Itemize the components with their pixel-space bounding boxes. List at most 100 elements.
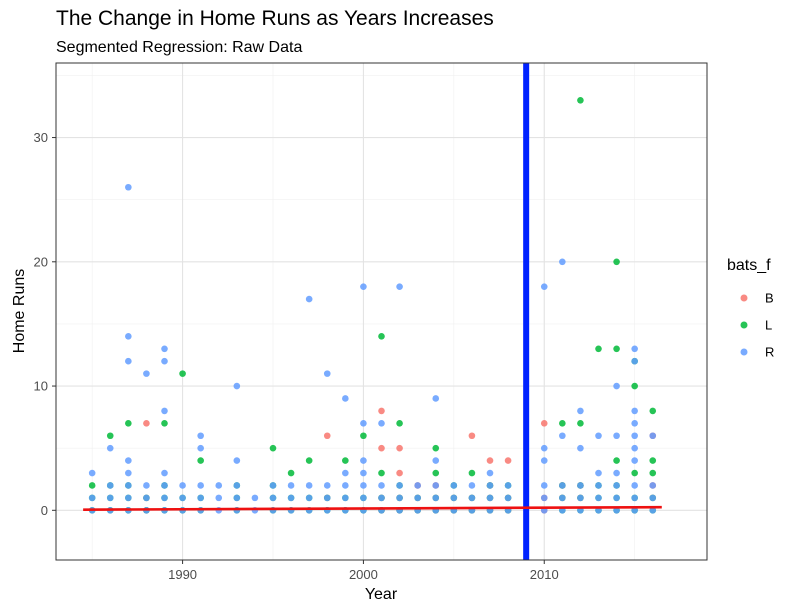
data-point (360, 494, 367, 502)
data-point (540, 457, 548, 464)
data-point (504, 457, 512, 464)
data-point (305, 482, 313, 489)
data-point (342, 469, 349, 477)
data-point (378, 333, 385, 340)
legend-label-R: R (765, 345, 774, 360)
data-point (504, 494, 512, 502)
panel-border (55, 62, 708, 561)
data-point (414, 482, 421, 489)
data-point (540, 283, 548, 290)
regression-line (83, 505, 662, 511)
legend: bats_f BLR (727, 257, 774, 360)
data-point (432, 395, 440, 402)
chart-subtitle: Segmented Regression: Raw Data (56, 39, 302, 56)
data-point (595, 482, 602, 489)
data-point (468, 482, 476, 489)
data-point (432, 469, 440, 477)
legend-title: bats_f (727, 257, 771, 274)
data-point (540, 494, 548, 502)
data-point (613, 494, 620, 502)
legend-key-B (740, 294, 748, 302)
data-point (88, 469, 96, 477)
data-point (396, 482, 403, 489)
data-point (649, 507, 657, 514)
data-point (613, 482, 620, 489)
series-R (88, 183, 657, 514)
data-point (559, 258, 566, 266)
data-point (649, 432, 657, 440)
data-point (559, 494, 566, 502)
data-point (595, 494, 602, 502)
x-tick-label: 2000 (349, 567, 378, 582)
data-point (161, 357, 168, 365)
y-tick-label: 10 (34, 379, 48, 394)
data-point (631, 482, 638, 489)
data-point (378, 469, 385, 477)
data-point (378, 482, 385, 489)
data-point (161, 407, 168, 415)
data-point (125, 357, 132, 365)
data-point (125, 333, 132, 340)
data-point (432, 457, 440, 464)
data-point (631, 432, 638, 440)
data-point (179, 494, 186, 502)
data-point (631, 469, 638, 477)
data-point (233, 382, 241, 390)
data-point (360, 420, 367, 427)
data-point (378, 420, 385, 427)
data-point (577, 96, 584, 104)
data-point (143, 494, 150, 502)
data-point (342, 482, 349, 489)
data-point (577, 407, 584, 415)
data-point (197, 444, 204, 452)
data-point (179, 370, 186, 377)
data-point (649, 482, 657, 489)
data-point (468, 494, 476, 502)
data-point (468, 432, 476, 440)
data-point (269, 494, 277, 502)
data-point (143, 370, 150, 377)
data-point (486, 457, 494, 464)
data-point (287, 482, 295, 489)
data-point (125, 457, 132, 464)
data-point (378, 494, 385, 502)
x-tick-label: 2010 (530, 567, 559, 582)
data-point (106, 444, 114, 452)
data-point (577, 482, 584, 489)
data-point (323, 370, 331, 377)
data-point (649, 407, 657, 415)
data-point (342, 457, 349, 464)
data-point (631, 457, 638, 464)
data-point (559, 482, 566, 489)
data-point (287, 494, 295, 502)
data-point (631, 420, 638, 427)
data-point (323, 482, 331, 489)
data-point (342, 395, 349, 402)
y-axis: 0 10 20 30 (34, 130, 56, 518)
data-point (595, 469, 602, 477)
data-point (125, 494, 132, 502)
x-axis-title: Year (365, 586, 398, 603)
data-point (559, 432, 566, 440)
panel-background (56, 63, 707, 560)
data-point (649, 469, 657, 477)
data-point (179, 482, 186, 489)
data-point (631, 444, 638, 452)
data-point (504, 482, 512, 489)
y-tick-label: 0 (41, 503, 48, 518)
data-point (197, 494, 204, 502)
legend-key-L (740, 321, 748, 329)
chart-title: The Change in Home Runs as Years Increas… (56, 7, 494, 30)
data-point (486, 482, 494, 489)
data-point (360, 457, 367, 464)
data-point (161, 420, 168, 427)
legend-entries: BLR (740, 291, 774, 360)
y-tick-label: 30 (34, 130, 48, 145)
data-point (305, 295, 313, 303)
data-point (378, 407, 385, 415)
data-point (305, 457, 313, 464)
y-axis-title: Home Runs (11, 269, 28, 353)
data-point (577, 444, 584, 452)
grid-minor (56, 63, 707, 560)
